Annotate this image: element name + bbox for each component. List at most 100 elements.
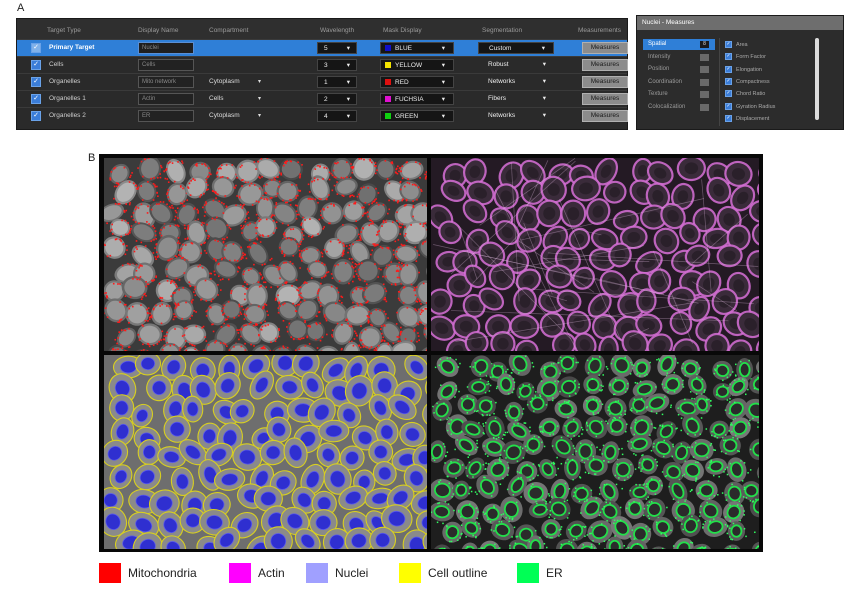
category-item[interactable]: Coordination [643,77,715,88]
row-checkbox[interactable]: ✓ [31,43,41,53]
chevron-down-icon: ▾ [542,95,546,102]
mitochondria-image [104,158,427,351]
target-type-cell: Cells [49,61,64,68]
measure-checkbox[interactable]: ✓ [725,53,732,61]
measure-label: Gyration Radius [736,103,776,110]
chevron-down-icon: ▾ [542,112,546,119]
column-header-target-type: Target Type [47,27,81,34]
mask-color-label: YELLOW [395,62,423,69]
display-name-field[interactable]: Nuclei [138,42,194,54]
category-item[interactable]: Colocalization [643,102,715,113]
measure-checkbox[interactable]: ✓ [725,114,732,122]
measure-checkbox[interactable]: ✓ [725,41,732,48]
wavelength-select[interactable]: 5 ▾ [317,42,357,54]
wavelength-select[interactable]: 3 ▾ [317,59,357,71]
measures-button[interactable]: Measures [582,59,628,71]
chevron-down-icon: ▾ [346,96,350,103]
column-header-segmentation: Segmentation [482,27,523,34]
category-label: Spatial [648,41,667,47]
category-item[interactable]: Texture [643,89,715,100]
segmentation-select[interactable]: Custom ▾ [478,42,554,54]
wavelength-value: 5 [324,45,328,52]
actin-image [431,158,759,351]
compartment-select[interactable]: Cytoplasm [209,112,240,119]
measures-button[interactable]: Measures [582,76,628,88]
measure-checkbox[interactable]: ✓ [725,77,732,85]
category-label: Position [648,66,670,72]
measure-label: Compactness [736,78,770,85]
wavelength-select[interactable]: 4 ▾ [317,110,357,122]
compartment-select[interactable]: Cytoplasm [209,78,240,85]
category-item[interactable]: Position [643,64,715,75]
target-type-cell: Organelles 2 [49,112,86,119]
category-count: 8 [700,41,709,48]
compartment-select[interactable]: Cells [209,95,224,102]
wavelength-value: 4 [324,113,328,120]
legend-swatch [517,563,539,583]
legend-label: Actin [258,566,285,580]
segmentation-select[interactable]: Networks ▾ [478,76,554,88]
display-name-field[interactable]: Cells [138,59,194,71]
legend-swatch [99,563,121,583]
row-checkbox[interactable]: ✓ [31,111,41,121]
category-item[interactable]: Intensity [643,52,715,63]
category-count [700,78,709,86]
row-checkbox[interactable]: ✓ [31,60,41,70]
legend-label: Cell outline [428,566,488,580]
table-row[interactable]: ✓ Organelles Mito network Cytoplasm ▾ 1 ▾ RED ▾ N… [17,73,628,90]
measures-button[interactable]: Measures [582,110,628,122]
category-item[interactable]: Spatial 8 [643,39,715,50]
mask-display-select[interactable]: YELLOW ▾ [380,59,454,71]
segmentation-value: Robust [488,61,509,68]
category-count [700,53,709,61]
measure-label: Area [736,42,748,48]
mask-display-select[interactable]: RED ▾ [380,76,454,88]
measure-label: Form Factor [736,54,766,61]
chevron-down-icon: ▾ [346,113,350,120]
category-label: Texture [648,91,668,97]
chevron-down-icon: ▾ [346,79,350,86]
table-row[interactable]: ✓ Organelles 1 Actin Cells ▾ 2 ▾ FUCHSIA ▾ Fibers… [17,90,628,107]
category-label: Intensity [648,53,671,60]
table-row[interactable]: ✓ Cells Cells 3 ▾ YELLOW ▾ Robust ▾ Measures [17,56,628,73]
dialog-scrollbar[interactable] [815,38,819,120]
measure-checkbox[interactable]: ✓ [725,90,732,98]
dialog-divider [719,38,720,126]
wavelength-select[interactable]: 1 ▾ [317,76,357,88]
mask-display-select[interactable]: FUCHSIA ▾ [380,93,454,105]
legend-label: Nuclei [335,566,369,580]
table-row[interactable]: ✓ Organelles 2 ER Cytoplasm ▾ 4 ▾ GREEN ▾ Network… [17,107,628,124]
measure-checkbox[interactable]: ✓ [725,102,732,110]
measure-label: Displacement [736,115,770,122]
segmentation-select[interactable]: Robust ▾ [478,59,554,71]
measures-button[interactable]: Measures [582,42,628,54]
chevron-down-icon: ▾ [541,45,545,52]
measures-button[interactable]: Measures [582,93,628,105]
segmentation-select[interactable]: Networks ▾ [478,110,554,122]
legend-swatch [229,563,251,583]
mask-color-label: BLUE [395,45,412,52]
measure-checkbox[interactable]: ✓ [725,65,732,73]
target-type-cell: Primary Target [49,44,95,51]
display-name-field[interactable]: Actin [138,93,194,105]
legend-label: ER [546,566,563,580]
mask-display-select[interactable]: BLUE ▾ [380,42,454,54]
category-label: Coordination [648,78,683,85]
column-header-wavelength: Wavelength [320,27,355,34]
legend-label: Mitochondria [128,566,197,580]
row-checkbox[interactable]: ✓ [31,77,41,87]
target-type-cell: Organelles 1 [49,95,86,102]
micrograph-grid [99,154,763,552]
wavelength-value: 1 [324,79,328,86]
mask-color-label: RED [395,79,409,86]
mask-display-select[interactable]: GREEN ▾ [380,110,454,122]
wavelength-select[interactable]: 2 ▾ [317,93,357,105]
row-checkbox[interactable]: ✓ [31,94,41,104]
mask-color-swatch [385,113,391,119]
table-row[interactable]: ✓ Primary Target Nuclei 5 ▾ BLUE ▾ Custom ▾ Measu… [17,39,628,56]
mask-color-label: GREEN [395,113,419,120]
display-name-field[interactable]: Mito network [138,76,194,88]
display-name-field[interactable]: ER [138,110,194,122]
segmentation-select[interactable]: Fibers ▾ [478,93,554,105]
chevron-down-icon: ▾ [441,113,445,120]
